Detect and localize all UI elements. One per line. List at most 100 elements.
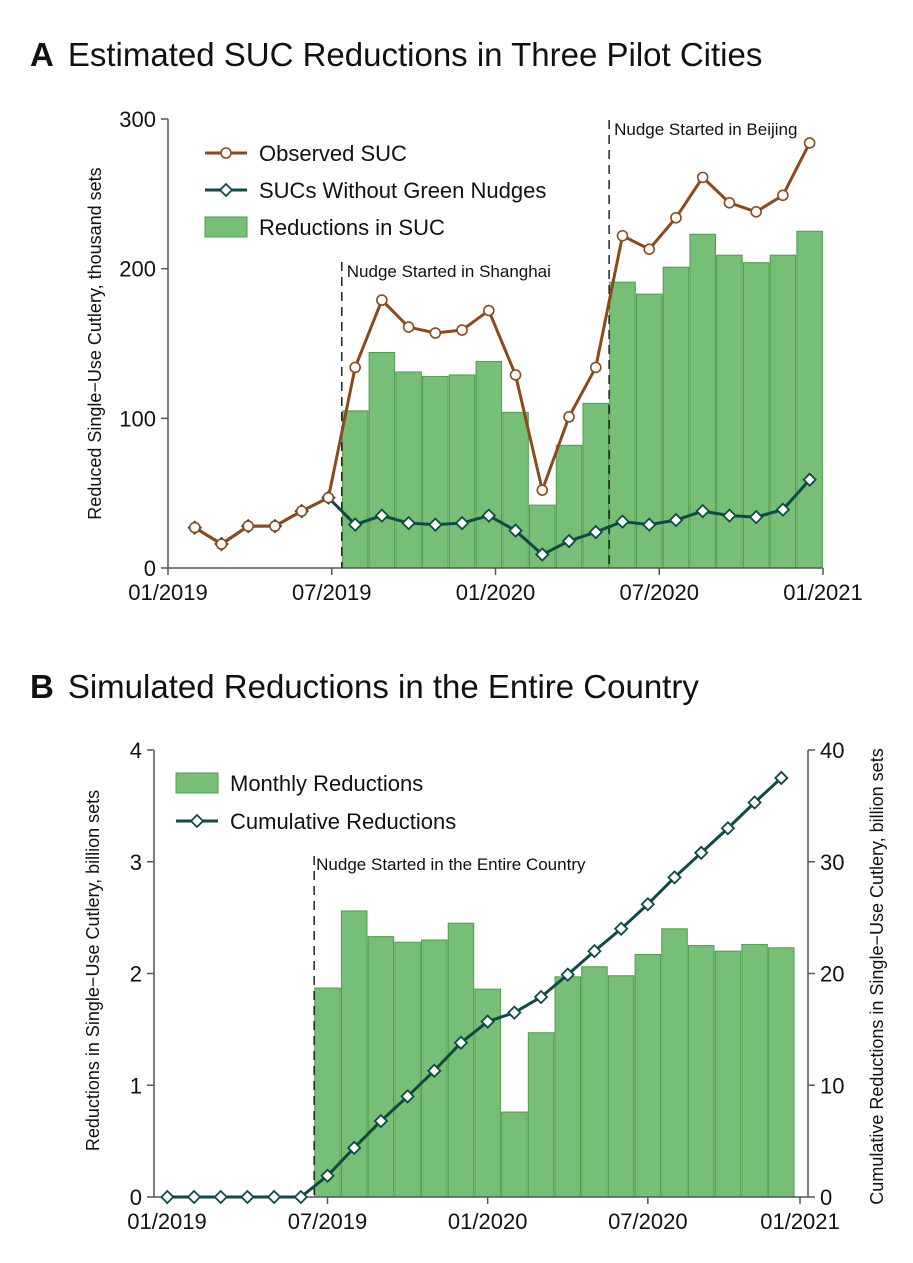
panel-b-title-text: Simulated Reductions in the Entire Count… [67, 668, 699, 705]
x-tick-label-b-2: 01/2020 [448, 1209, 528, 1234]
point-a-without-2020-07 [668, 512, 684, 528]
bar-b-2020-07 [634, 954, 662, 1198]
legend-a-observed-text: Observed SUC [259, 141, 407, 166]
point-b-2019-06 [293, 1189, 309, 1205]
y-tick-label-a-200: 200 [119, 257, 156, 282]
point-a-without-2019-09 [401, 515, 416, 531]
point-b-2020-01 [480, 1014, 495, 1029]
point-a-observed-2019-03 [242, 520, 255, 532]
legend-a-observed-marker [220, 147, 232, 159]
y-tick-label-a-0: 0 [144, 556, 156, 581]
point-a-without-2019-10 [428, 517, 443, 532]
y-tick-label-b-1: 1 [130, 1073, 142, 1098]
bar-b-2019-12 [447, 922, 475, 1198]
point-a-without-2020-05 [615, 514, 630, 529]
point-a-observed-2020-03 [563, 411, 575, 423]
point-b-2019-02 [186, 1189, 202, 1205]
point-a-without-2020-08 [695, 503, 710, 519]
y-tick-label-b-0: 0 [130, 1185, 142, 1210]
point-a-observed-2020-07 [670, 211, 682, 224]
legend-b-line-text: Cumulative Reductions [230, 809, 456, 834]
bar-b-2019-07 [314, 987, 341, 1198]
y-tick-label-b-4: 4 [130, 738, 142, 763]
point-b-2019-05 [266, 1189, 282, 1205]
legend-a-bar-text: Reductions in SUC [259, 215, 445, 240]
point-b-2019-03 [213, 1189, 229, 1205]
bar-a-2020-12 [796, 230, 823, 569]
point-a-observed-2019-02 [215, 538, 228, 550]
point-b-2020-08 [667, 870, 682, 885]
x-tick-label-a-1: 07/2019 [292, 580, 372, 605]
legend-b-marker [189, 813, 205, 829]
point-b-2020-05 [587, 943, 602, 959]
panel-a-title-text: Estimated SUC Reductions in Three Pilot … [67, 36, 763, 73]
y2-tick-label-b-30: 30 [820, 850, 844, 875]
point-a-without-2020-01 [508, 523, 523, 538]
bar-b-2020-02 [501, 1111, 528, 1198]
point-a-observed-2019-11 [456, 324, 468, 336]
point-a-observed-2020-08 [696, 171, 709, 184]
bar-b-2020-03 [527, 1032, 555, 1198]
x-tick-label-b-3: 07/2020 [608, 1209, 688, 1234]
point-b-2020-07 [640, 896, 656, 912]
y2-tick-label-b-10: 10 [820, 1073, 844, 1098]
x-tick-label-a-0: 01/2019 [128, 580, 208, 605]
point-b-2019-01 [160, 1189, 175, 1205]
point-a-observed-2019-07 [349, 361, 361, 374]
point-b-2020-09 [693, 845, 709, 861]
point-a-observed-2020-01 [509, 369, 522, 381]
point-a-without-2020-04 [588, 524, 604, 540]
y-axis-label-a: Reduced Single−Use Cutlery, thousand set… [85, 167, 105, 519]
point-b-2020-06 [613, 921, 629, 937]
point-a-observed-2020-12 [803, 137, 816, 149]
x-tick-label-b-4: 01/2021 [760, 1209, 840, 1234]
y-tick-label-a-300: 300 [119, 107, 156, 132]
y-tick-label-a-100: 100 [119, 406, 156, 431]
bar-a-2020-01 [502, 411, 529, 569]
point-b-2019-08 [346, 1140, 362, 1156]
bar-a-2019-10 [422, 375, 449, 569]
bar-a-2019-07 [341, 410, 369, 569]
point-a-observed-2020-05 [616, 229, 629, 242]
bar-b-2020-04 [554, 976, 582, 1198]
annotation-text-b-0: Nudge Started in the Entire Country [316, 855, 586, 874]
point-b-2020-11 [747, 795, 762, 810]
point-a-without-2019-12 [481, 508, 497, 523]
point-a-observed-2019-08 [376, 294, 388, 306]
legend-b-bar-swatch [175, 772, 219, 794]
panel-b-title: B Simulated Reductions in the Entire Coun… [30, 668, 699, 706]
bar-a-2020-03 [555, 444, 583, 569]
point-a-without-2020-02 [535, 547, 550, 562]
y2-tick-label-b-40: 40 [820, 738, 844, 763]
bar-a-2019-11 [448, 374, 476, 569]
point-b-2019-04 [240, 1189, 255, 1205]
bar-a-2019-09 [395, 371, 422, 569]
point-a-observed-2020-04 [589, 361, 602, 374]
y2-tick-label-b-0: 0 [820, 1185, 832, 1210]
point-a-without-2019-07 [347, 517, 363, 532]
bar-b-2020-09 [687, 945, 715, 1198]
bar-b-2020-05 [581, 966, 608, 1198]
point-a-observed-2020-09 [723, 197, 736, 209]
legend-b-bar-text: Monthly Reductions [230, 771, 423, 796]
x-tick-label-a-4: 01/2021 [783, 580, 863, 605]
y-tick-label-b-2: 2 [130, 962, 142, 987]
point-a-observed-2019-01 [188, 521, 201, 534]
x-tick-label-b-1: 07/2019 [288, 1209, 368, 1234]
annotation-text-a-0: Nudge Started in Shanghai [347, 262, 551, 281]
bar-b-2020-12 [768, 947, 795, 1198]
point-a-observed-2019-10 [429, 327, 442, 339]
legend-a-without-marker [218, 182, 234, 198]
point-b-2019-11 [427, 1063, 442, 1078]
point-a-without-2020-12 [802, 472, 817, 487]
point-b-2020-03 [533, 989, 549, 1005]
point-a-without-2019-08 [374, 508, 390, 523]
bar-b-2019-10 [394, 941, 421, 1198]
legend-a-bar-swatch [204, 216, 248, 238]
panel-b-letter: B [30, 668, 54, 705]
legend-a-without-text: SUCs Without Green Nudges [259, 178, 546, 203]
point-b-2019-12 [453, 1035, 469, 1051]
bar-a-2019-12 [475, 360, 503, 569]
point-a-without-2020-10 [748, 509, 764, 525]
